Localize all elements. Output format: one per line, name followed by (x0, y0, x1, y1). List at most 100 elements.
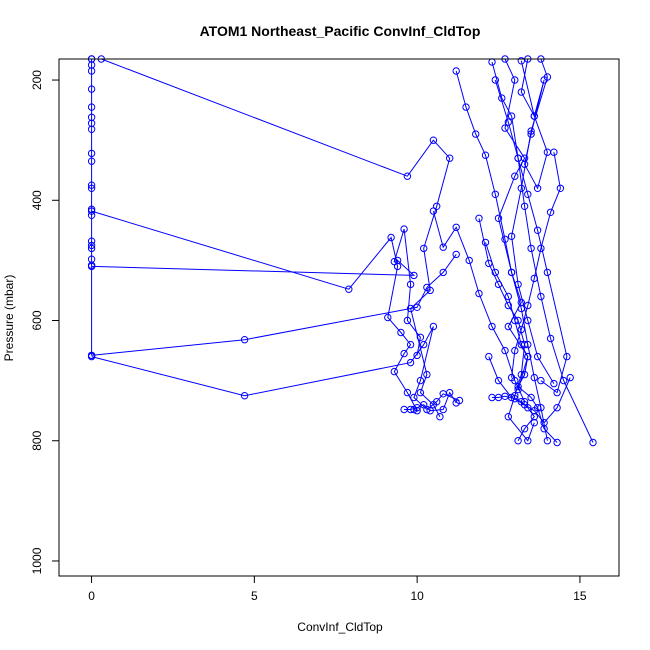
data-point (475, 289, 483, 298)
data-point (406, 405, 415, 414)
data-point (452, 223, 460, 232)
data-point (524, 316, 532, 325)
data-point (553, 438, 561, 447)
data-point (413, 404, 421, 412)
data-point (420, 340, 428, 349)
data-point (540, 419, 548, 427)
y-tick-label: 1000 (30, 547, 44, 574)
data-point (491, 268, 499, 277)
data-point (481, 238, 490, 247)
data-point (416, 388, 425, 397)
data-point (517, 184, 525, 193)
data-point (494, 214, 503, 223)
y-tick-label: 800 (30, 430, 44, 450)
data-point (514, 382, 522, 391)
data-point (520, 160, 529, 168)
x-tick-label: 15 (573, 589, 587, 603)
series-line (511, 58, 555, 384)
data-point (504, 413, 512, 421)
data-point (511, 76, 519, 84)
data-point (556, 184, 565, 193)
data-point (527, 130, 535, 138)
data-point (514, 154, 522, 162)
data-point (87, 181, 96, 189)
data-point (384, 313, 392, 322)
data-point (393, 256, 402, 265)
data-point (537, 404, 545, 412)
series-line (455, 70, 548, 441)
data-point (520, 398, 529, 406)
data-point (517, 398, 525, 406)
plot-frame (58, 58, 620, 577)
series-line (491, 61, 594, 443)
plot-points (87, 55, 597, 447)
data-point (524, 190, 532, 199)
data-point (517, 298, 525, 307)
data-point (400, 225, 408, 233)
data-point (524, 301, 532, 310)
data-point (517, 370, 525, 379)
data-point (87, 211, 96, 220)
data-point (403, 316, 412, 325)
data-point (87, 241, 96, 250)
data-point (446, 154, 454, 162)
data-point (240, 392, 249, 400)
data-point (566, 373, 574, 382)
data-point (530, 112, 538, 120)
data-point (426, 286, 434, 295)
data-point (546, 334, 555, 343)
data-point (87, 157, 96, 165)
data-point (563, 352, 571, 361)
x-axis: 0 5 10 15 (88, 576, 587, 603)
data-point (524, 404, 532, 412)
data-point (543, 268, 552, 277)
data-point (87, 237, 96, 245)
data-point (465, 256, 473, 265)
data-point (533, 352, 542, 361)
data-point (507, 268, 516, 277)
data-point (439, 268, 447, 277)
data-point (387, 233, 395, 242)
data-point (87, 149, 96, 158)
data-point (87, 207, 96, 215)
data-point (406, 280, 415, 289)
data-point (452, 399, 460, 407)
data-point (537, 292, 545, 301)
data-point (543, 437, 552, 445)
data-point (550, 379, 558, 388)
data-point (501, 346, 509, 355)
data-point (429, 401, 438, 409)
data-point (87, 352, 96, 361)
data-point (423, 370, 431, 379)
y-tick-label: 400 (30, 190, 44, 210)
y-axis: 200 400 600 800 1000 (30, 70, 59, 574)
data-point (87, 125, 96, 134)
series-line (497, 58, 529, 390)
data-point (488, 322, 496, 331)
data-point (560, 376, 568, 385)
data-point (429, 207, 438, 215)
data-point (504, 322, 512, 331)
data-point (439, 405, 447, 414)
data-point (475, 214, 483, 223)
data-point (527, 127, 535, 135)
data-point (527, 244, 535, 253)
data-point (481, 151, 490, 159)
data-point (504, 292, 512, 301)
y-tick-label: 200 (30, 70, 44, 90)
data-point (504, 301, 512, 310)
series-line (511, 152, 561, 378)
series-line (432, 210, 526, 402)
data-point (524, 352, 532, 361)
data-point (436, 413, 444, 421)
y-tick-label: 600 (30, 310, 44, 330)
data-point (406, 304, 415, 313)
data-point (504, 118, 512, 126)
data-point (520, 202, 529, 211)
data-point (501, 124, 509, 132)
data-point (87, 67, 96, 75)
data-point (514, 280, 522, 289)
data-point (403, 388, 412, 397)
data-point (420, 244, 428, 253)
